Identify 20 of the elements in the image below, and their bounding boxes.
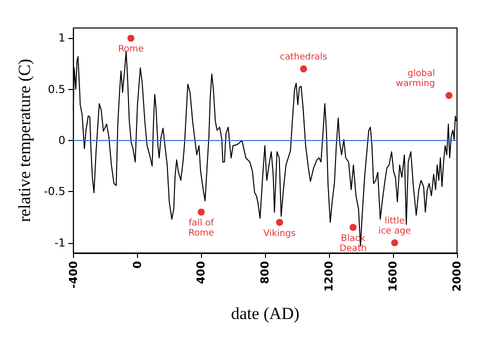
y-tick-label: 0: [58, 134, 66, 147]
x-axis-title: date (AD): [230, 304, 300, 323]
y-tick-label: 1: [58, 32, 66, 45]
y-tick-label: -0.5: [44, 185, 66, 198]
x-tick-label: -400: [66, 260, 80, 289]
annotation: global warming: [396, 69, 436, 89]
x-tick-label: 2000: [450, 260, 464, 292]
annotation: cathedrals: [280, 52, 328, 62]
x-tick-label: 800: [258, 260, 272, 284]
x-tick-label: 0: [130, 260, 144, 269]
x-tick-label: 1200: [322, 260, 336, 292]
annotation: fall of Rome: [188, 218, 215, 239]
annotation: Vikings: [263, 228, 296, 239]
x-tick-label: 400: [194, 260, 208, 284]
x-tick-label: 1600: [386, 260, 400, 292]
annotation: little ice age: [378, 216, 412, 236]
annotation: Rome: [118, 44, 144, 55]
y-axis-title: relative temperature (C): [15, 58, 34, 222]
y-tick-label: 0.5: [48, 82, 66, 96]
y-tick-label: -1: [54, 236, 66, 250]
